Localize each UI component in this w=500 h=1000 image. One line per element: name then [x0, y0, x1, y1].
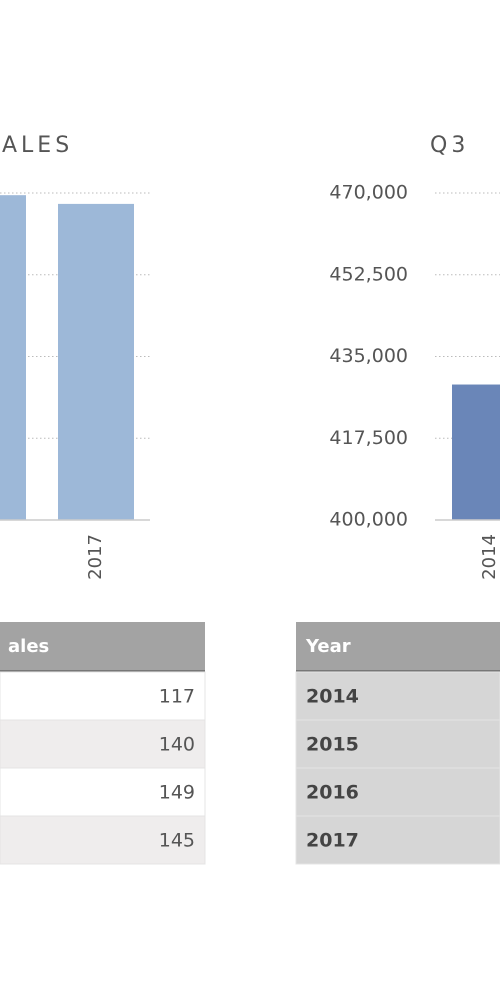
y-tick-label: 452,500 — [329, 263, 408, 285]
x-tick-label: 2017 — [85, 534, 106, 580]
table-cell: 2017 — [306, 830, 359, 852]
table-cell: 117 — [159, 686, 195, 708]
bar — [452, 384, 500, 520]
table-cell: 149 — [159, 782, 195, 804]
header-cell: Year — [305, 636, 351, 657]
table-row — [295, 815, 500, 865]
x-tick-label: 2014 — [479, 534, 500, 580]
chart-title: Q3 — [430, 133, 469, 158]
table-row — [295, 671, 500, 721]
y-tick-label: 435,000 — [329, 345, 408, 367]
chart-title: ALES — [2, 133, 73, 158]
y-tick-label: 470,000 — [329, 182, 408, 204]
table-header — [0, 622, 205, 672]
table-cell: 140 — [159, 734, 195, 756]
y-tick-label: 400,000 — [329, 509, 408, 531]
table-cell: 2014 — [306, 686, 359, 708]
table-header — [296, 622, 500, 672]
table-row — [0, 815, 206, 865]
bar — [58, 203, 134, 520]
table-row — [295, 767, 500, 817]
y-tick-label: 417,500 — [329, 427, 408, 449]
table-row — [0, 719, 206, 769]
bar — [0, 195, 26, 520]
table-cell: 2016 — [306, 782, 359, 804]
table-cell: 145 — [159, 830, 195, 852]
header-cell: ales — [8, 636, 49, 657]
table-cell: 2015 — [306, 734, 359, 756]
